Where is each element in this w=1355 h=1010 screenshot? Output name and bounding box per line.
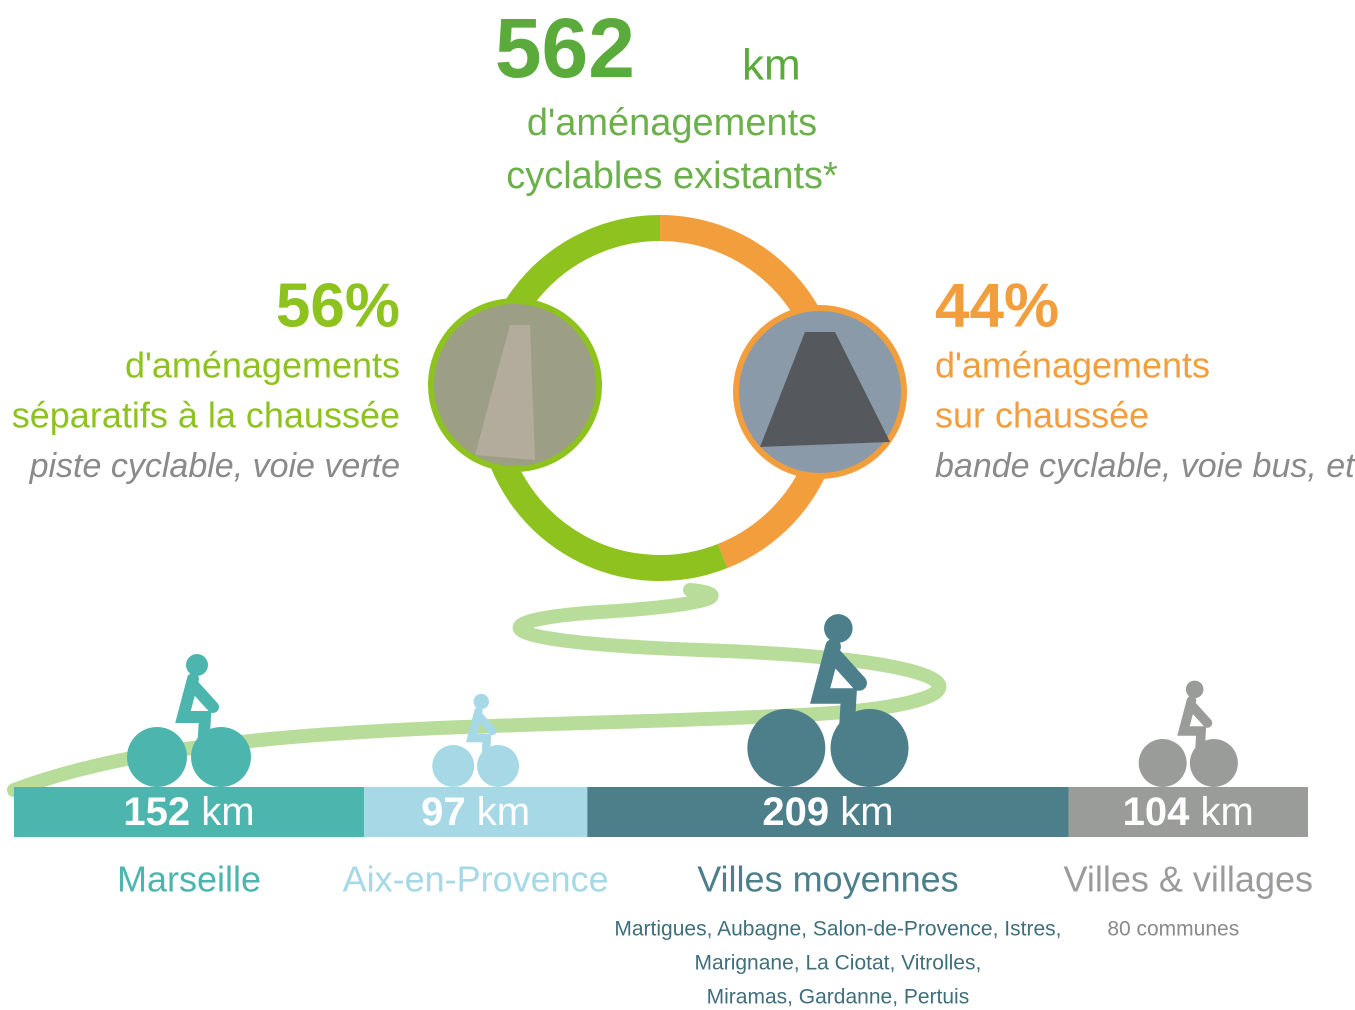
body (183, 679, 213, 752)
wheel (432, 745, 474, 787)
category-label: Marseille (117, 859, 261, 900)
wheel (747, 709, 825, 787)
cyclist-icon (1139, 681, 1238, 787)
value-unit: km (840, 790, 893, 834)
cyclist-icon (127, 654, 251, 787)
category-note: Martigues, Aubagne, Salon-de-Provence, I… (614, 918, 1061, 941)
value-unit: km (477, 790, 530, 834)
description: d'aménagements (935, 345, 1210, 386)
wheel (1139, 739, 1187, 787)
category-label: Villes & villages (1064, 859, 1313, 900)
category-note: Marignane, La Ciotat, Vitrolles, (695, 952, 982, 975)
value-unit: km (201, 790, 254, 834)
value-number: 152 (123, 790, 190, 834)
infographic: 562 km d'aménagements cyclables existant… (0, 0, 1355, 1010)
examples: bande cyclable, voie bus, etc. (935, 447, 1355, 485)
body (471, 711, 492, 762)
wheel (127, 727, 187, 787)
description: séparatifs à la chaussée (12, 395, 400, 436)
head (186, 654, 208, 676)
total-value: 562 (495, 1, 635, 95)
head (474, 694, 489, 709)
category-note: Miramas, Gardanne, Pertuis (707, 986, 970, 1009)
body (1183, 701, 1207, 759)
head (1186, 681, 1204, 699)
value-label: 104 km (1123, 790, 1254, 834)
value-number: 209 (762, 790, 829, 834)
value-number: 104 (1123, 790, 1190, 834)
category-label: Aix-en-Provence (343, 859, 609, 900)
head (824, 614, 853, 643)
percent-label: 56% (276, 271, 400, 340)
value-unit: km (1201, 790, 1254, 834)
description: sur chaussée (935, 395, 1149, 436)
total-unit: km (742, 41, 801, 90)
examples: piste cyclable, voie verte (29, 447, 400, 485)
title-line: d'aménagements (527, 102, 817, 144)
title-line: cyclables existants* (506, 155, 838, 197)
percent-label: 44% (935, 271, 1059, 340)
value-number: 97 (421, 790, 466, 834)
cyclist-icon (432, 694, 519, 787)
category-note: 80 communes (1107, 918, 1239, 941)
category-label: Villes moyennes (697, 859, 958, 900)
value-label: 97 km (421, 790, 530, 834)
value-label: 209 km (762, 790, 893, 834)
description: d'aménagements (125, 345, 400, 386)
value-label: 152 km (123, 790, 254, 834)
